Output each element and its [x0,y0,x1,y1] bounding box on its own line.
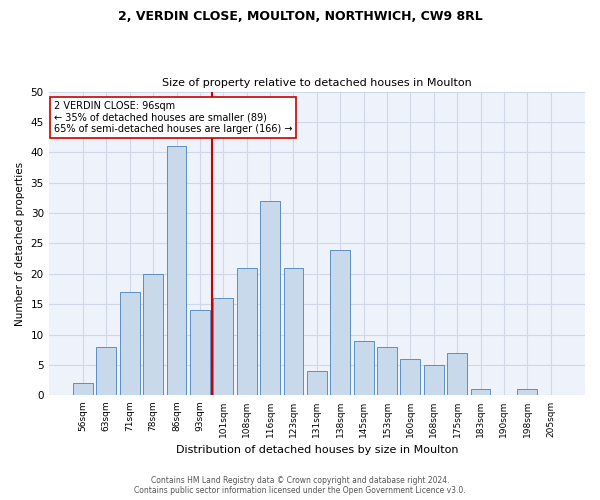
Bar [120,292,140,396]
Bar [190,310,210,396]
Title: Size of property relative to detached houses in Moulton: Size of property relative to detached ho… [162,78,472,88]
Text: 2 VERDIN CLOSE: 96sqm
← 35% of detached houses are smaller (89)
65% of semi-deta: 2 VERDIN CLOSE: 96sqm ← 35% of detached … [54,100,293,134]
Bar [517,390,537,396]
Text: Contains HM Land Registry data © Crown copyright and database right 2024.
Contai: Contains HM Land Registry data © Crown c… [134,476,466,495]
Bar [97,347,116,396]
Bar [470,390,490,396]
Bar [284,268,304,396]
Bar [237,268,257,396]
Bar [143,274,163,396]
Bar [167,146,187,396]
Text: 2, VERDIN CLOSE, MOULTON, NORTHWICH, CW9 8RL: 2, VERDIN CLOSE, MOULTON, NORTHWICH, CW9… [118,10,482,23]
Bar [260,201,280,396]
Bar [330,250,350,396]
Bar [73,384,93,396]
Bar [353,340,374,396]
Bar [447,353,467,396]
Y-axis label: Number of detached properties: Number of detached properties [15,162,25,326]
Bar [214,298,233,396]
Bar [377,347,397,396]
Bar [307,371,327,396]
Bar [400,359,421,396]
Bar [424,365,443,396]
X-axis label: Distribution of detached houses by size in Moulton: Distribution of detached houses by size … [176,445,458,455]
